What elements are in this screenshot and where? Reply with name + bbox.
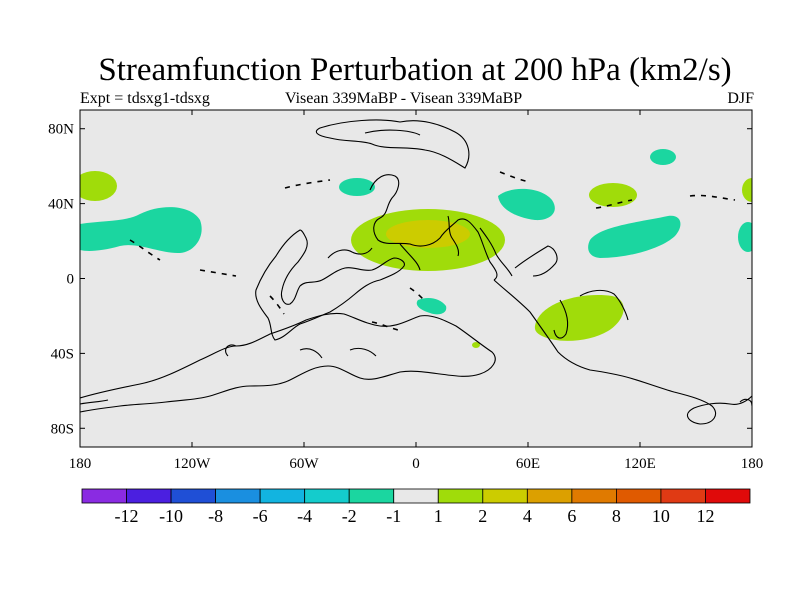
- chart-title: Streamfunction Perturbation at 200 hPa (…: [98, 52, 732, 88]
- colorbar-label: -4: [297, 506, 312, 526]
- lon-tick-label: 60W: [289, 456, 319, 472]
- lon-tick-label: 0: [412, 456, 420, 472]
- season-label: DJF: [727, 90, 754, 107]
- colorbar-swatch: [259, 488, 306, 504]
- colorbar-swatch: [571, 488, 617, 504]
- contour-fill: [588, 215, 681, 258]
- colorbar-label: 12: [696, 506, 714, 526]
- lat-tick-label: 80S: [51, 421, 74, 437]
- experiment-label: Expt = tdsxg1-tdsxg: [80, 90, 210, 107]
- colorbar-label: 4: [523, 506, 532, 526]
- lon-tick-label: 180: [69, 456, 92, 472]
- map-background: [80, 110, 752, 447]
- colorbar-label: 6: [567, 506, 576, 526]
- colorbar: -12 -10 -8 -6 -4 -2 -1 1 2 4 6 8 10 12: [81, 488, 751, 526]
- colorbar-label: 2: [478, 506, 487, 526]
- colorbar-swatch: [437, 488, 484, 504]
- colorbar-swatch: [304, 488, 350, 504]
- lon-tick-label: 120W: [174, 456, 212, 472]
- colorbar-label: -6: [253, 506, 268, 526]
- period-label: Visean 339MaBP - Visean 339MaBP: [285, 90, 523, 107]
- lat-tick-label: 80N: [48, 122, 74, 138]
- colorbar-label: -10: [159, 506, 183, 526]
- colorbar-label: -12: [115, 506, 139, 526]
- contour-fill: [738, 222, 752, 252]
- colorbar-swatch: [705, 488, 751, 504]
- colorbar-label: -1: [386, 506, 401, 526]
- colorbar-swatch: [126, 488, 172, 504]
- coastlines: [80, 119, 752, 425]
- contour-fill: [339, 178, 375, 196]
- colorbar-swatch: [215, 488, 261, 504]
- lon-tick-label: 120E: [624, 456, 656, 472]
- colorbar-swatch: [393, 488, 439, 504]
- colorbar-label: -8: [208, 506, 223, 526]
- colorbar-swatch: [348, 488, 395, 504]
- colorbar-swatch: [482, 488, 528, 504]
- colorbar-swatch: [81, 488, 127, 504]
- colorbar-swatch: [660, 488, 706, 504]
- contour-fill: [498, 188, 555, 221]
- contour-fill: [589, 183, 637, 207]
- contour-fill: [742, 178, 752, 202]
- lat-tick-label: 0: [67, 272, 75, 288]
- contour-fill: [472, 342, 480, 348]
- colorbar-swatch: [526, 488, 573, 504]
- lat-tick-label: 40N: [48, 197, 74, 213]
- colorbar-label: 8: [612, 506, 621, 526]
- colorbar-label: -2: [342, 506, 357, 526]
- axis-ticks: 180 120W 60W 0 60E 120E 180 80N 40N 0 40S 80S: [48, 110, 763, 472]
- contour-fill: [80, 171, 117, 201]
- contour-fill: [534, 295, 624, 341]
- contour-fill: [80, 207, 202, 254]
- lat-tick-label: 40S: [51, 346, 74, 362]
- contour-fill: [650, 149, 676, 165]
- colorbar-swatch: [170, 488, 216, 504]
- lon-tick-label: 180: [741, 456, 764, 472]
- contour-fill: [416, 298, 447, 315]
- colorbar-swatch: [616, 488, 662, 504]
- lon-tick-label: 60E: [516, 456, 540, 472]
- island-fragments: [129, 171, 736, 331]
- colorbar-label: 1: [434, 506, 443, 526]
- colorbar-label: 10: [652, 506, 670, 526]
